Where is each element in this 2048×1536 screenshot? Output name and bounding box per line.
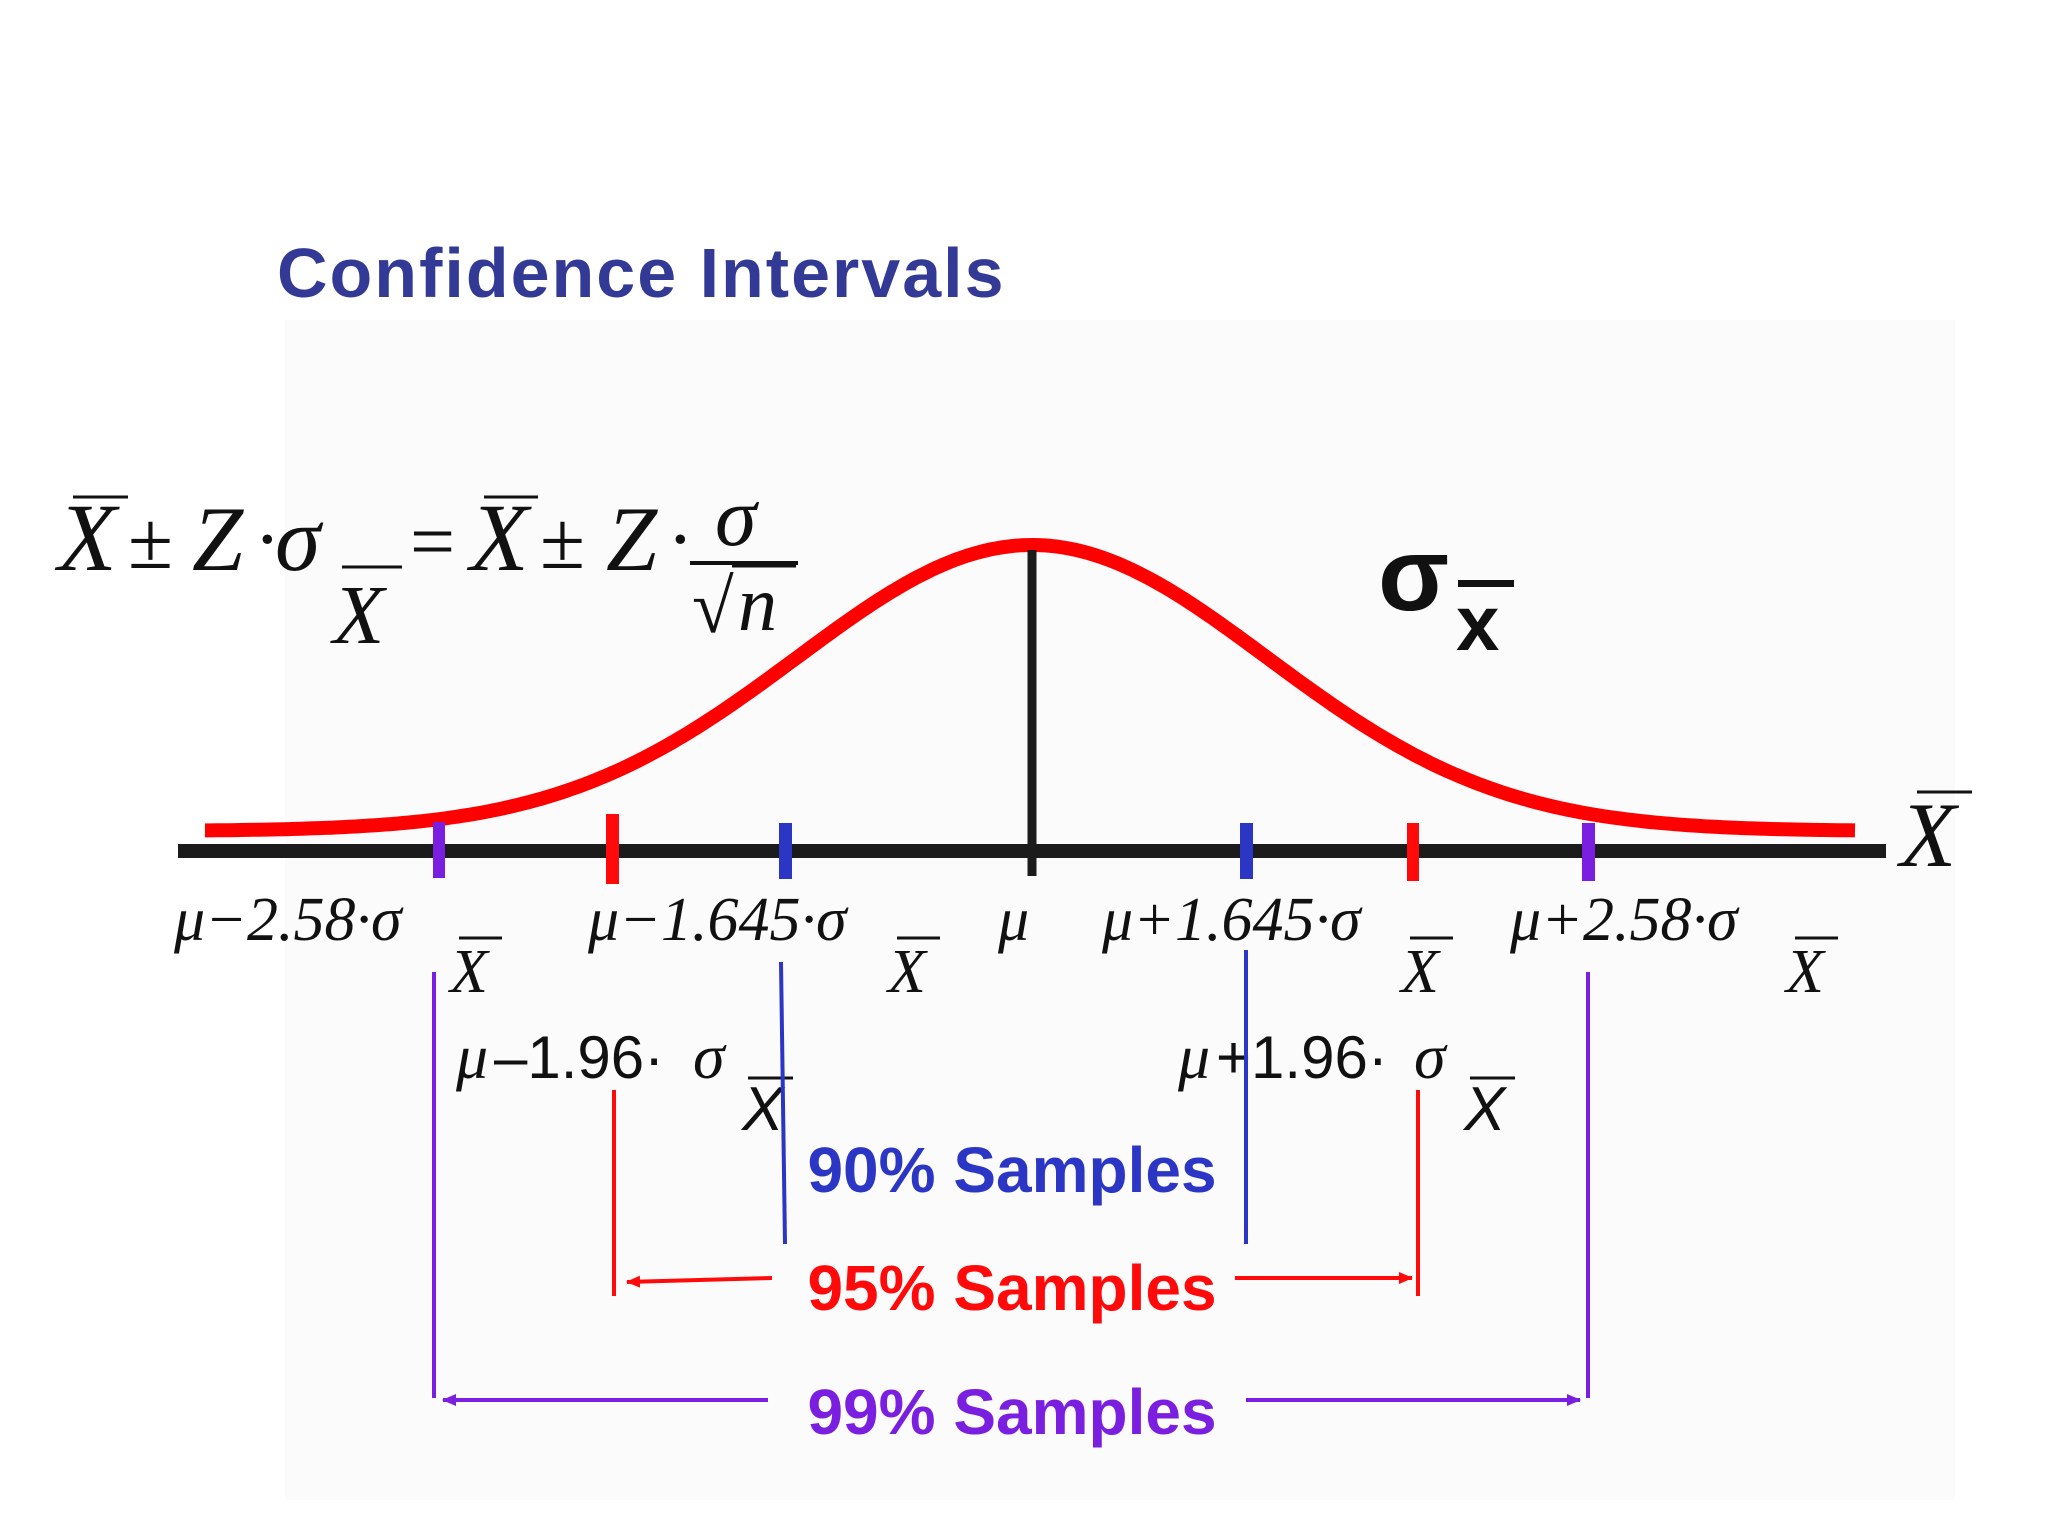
formula-n: n <box>738 560 777 647</box>
label-plus-2-58-sub: X <box>1783 938 1826 1006</box>
formula-dot: · <box>254 496 281 584</box>
label-mu: μ <box>997 886 1029 954</box>
interval-99-label: 99% Samples <box>807 1376 1216 1448</box>
label-minus-1-96: –1.96· <box>494 1024 664 1091</box>
formula-z-2: Z <box>606 488 658 590</box>
tick-plus-2-58 <box>1582 823 1595 881</box>
formula-fraction-sigma: σ <box>715 471 760 564</box>
label-minus-1-96-mu: μ <box>455 1021 488 1092</box>
tick-plus-1-96 <box>1407 823 1419 881</box>
tick-minus-1-96 <box>606 814 619 884</box>
label-plus-1-96-sub: X <box>1462 1075 1508 1144</box>
formula-sigma-sub-xbar: X <box>330 569 388 662</box>
formula-plus-minus: ± <box>128 495 173 586</box>
axis-label: X <box>1896 784 1960 886</box>
tick-minus-2-58 <box>433 822 445 878</box>
label-plus-1-96: +1.96· <box>1216 1024 1388 1091</box>
formula-equals: = <box>410 498 455 586</box>
sigma-xbar-label: σ x <box>1378 517 1514 667</box>
tick-minus-1-645 <box>779 823 792 879</box>
label-plus-1-96-mu: μ <box>1177 1021 1210 1092</box>
interval-90-left-line <box>779 961 787 1245</box>
label-minus-1-645-sub: X <box>885 938 928 1006</box>
interval-95-label: 95% Samples <box>807 1252 1216 1324</box>
formula-sigma: σ <box>275 488 324 590</box>
interval-95-left-arrow <box>626 1275 773 1288</box>
label-plus-1-96-sigma: σ <box>1414 1021 1448 1092</box>
interval-99: 99% Samples <box>432 972 1590 1448</box>
sigma-label-overline <box>1458 580 1514 587</box>
sigma-label-symbol: σ <box>1378 517 1449 633</box>
label-minus-1-645: μ−1.645·σ <box>587 886 849 954</box>
label-plus-1-645-sub: X <box>1398 938 1441 1006</box>
tick-plus-1-645 <box>1240 823 1253 879</box>
label-plus-1-645: μ+1.645·σ <box>1101 886 1363 954</box>
label-minus-2-58: μ−2.58·σ <box>173 886 404 954</box>
content-panel <box>285 320 1955 1500</box>
formula-xbar-2: X <box>466 484 532 591</box>
normal-curve <box>204 538 1856 838</box>
formula-plus-minus-2: ± <box>540 495 585 586</box>
interval-95: 95% Samples <box>612 1090 1420 1324</box>
label-minus-2-58-sub: X <box>447 938 490 1006</box>
bound-labels: μ−2.58·σ X μ−1.645·σ X μ μ+1.645·σ X μ+2… <box>173 886 1838 1006</box>
formula-xbar: X <box>54 484 120 591</box>
formula-z: Z <box>192 488 244 590</box>
interval-90-label: 90% Samples <box>807 1134 1216 1206</box>
formula-dot-2: · <box>667 496 694 584</box>
bound-labels-196: μ –1.96· σ X μ +1.96· σ X <box>455 1021 1515 1144</box>
interval-90: 90% Samples <box>779 950 1248 1245</box>
page-title: Confidence Intervals <box>277 234 1006 312</box>
label-minus-1-96-sigma: σ <box>693 1021 727 1092</box>
ci-formula: X ± Z · σ X = X ± Z · σ √ n <box>54 471 798 662</box>
label-minus-1-96-sub: X <box>740 1075 786 1144</box>
formula-sqrt: √ <box>692 565 734 649</box>
label-plus-2-58: μ+2.58·σ <box>1509 886 1740 954</box>
sigma-label-subscript: x <box>1456 579 1499 667</box>
axis-ticks <box>433 814 1595 884</box>
